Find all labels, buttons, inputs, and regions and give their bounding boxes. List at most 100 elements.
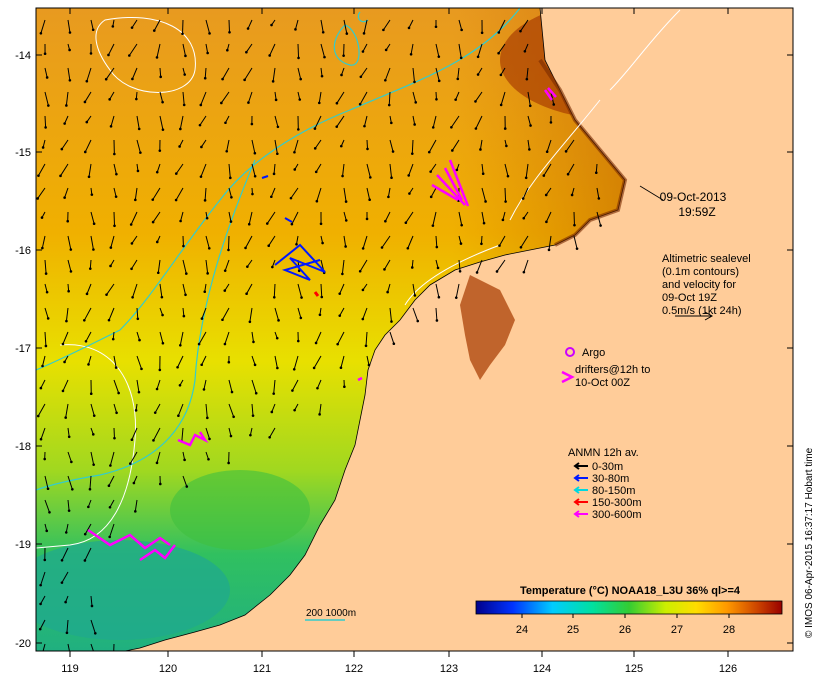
current-arrow-head (83, 319, 86, 322)
current-arrow (475, 115, 483, 129)
current-arrow-head (454, 98, 457, 101)
anmn-legend-arrowhead (573, 486, 580, 494)
current-arrow-head (111, 25, 115, 28)
current-arrow-head (505, 144, 508, 148)
current-arrow (500, 91, 506, 106)
current-arrow (136, 139, 141, 153)
current-arrow (44, 67, 48, 78)
current-arrow-head (408, 192, 411, 195)
current-arrow (458, 211, 463, 226)
current-arrow (44, 115, 47, 128)
current-arrow-head (45, 290, 49, 294)
current-arrow-head (435, 319, 439, 322)
current-arrow (159, 91, 164, 103)
current-arrow-head (153, 411, 157, 414)
current-arrow-head (387, 103, 391, 107)
current-arrow-head (384, 78, 387, 82)
current-arrow (412, 115, 416, 125)
current-arrow-head (37, 174, 40, 177)
current-arrow (84, 523, 92, 535)
current-arrow (567, 163, 575, 175)
current-arrow (245, 43, 253, 53)
current-arrow-head (270, 195, 273, 199)
current-arrow (520, 19, 529, 32)
current-arrow (131, 19, 138, 28)
current-arrow-head (253, 363, 257, 367)
current-arrow-head (161, 313, 164, 317)
current-arrow (90, 235, 94, 250)
current-arrow (290, 187, 299, 199)
current-arrow (200, 91, 207, 106)
current-arrow-head (336, 342, 339, 346)
current-arrow (522, 187, 529, 199)
current-arrow (481, 187, 487, 202)
current-arrow-head (359, 75, 363, 79)
current-arrow-head (392, 342, 396, 346)
current-arrow-head (131, 295, 134, 299)
current-arrow-head (545, 220, 548, 224)
current-arrow (182, 475, 188, 487)
current-arrow-head (299, 77, 302, 81)
current-arrow-head (226, 48, 229, 52)
current-arrow (412, 91, 417, 103)
current-arrow (177, 403, 184, 416)
current-arrow (110, 235, 115, 248)
isobath-label: 200 1000m (306, 608, 356, 619)
scale-arrow-head (704, 311, 714, 321)
current-arrow (248, 211, 253, 225)
current-arrow-head (178, 145, 181, 148)
current-arrow (320, 67, 323, 77)
current-arrow-head (522, 216, 526, 220)
current-arrow (249, 307, 253, 322)
current-arrow-head (109, 125, 113, 128)
current-arrow-head (89, 52, 93, 55)
current-arrow (480, 235, 483, 244)
current-arrow (268, 235, 276, 246)
current-arrow-head (503, 127, 507, 130)
latitude-ticks: -14 -15 -16 -17 -18 -19 -20 (15, 50, 793, 650)
current-arrow-head (320, 74, 324, 78)
current-arrow (182, 259, 187, 274)
current-arrow-head (160, 295, 164, 299)
current-arrow (108, 43, 115, 56)
current-arrow (199, 115, 207, 126)
current-arrow-head (495, 270, 499, 273)
current-arrow-head (274, 98, 278, 102)
current-arrow-head (87, 505, 90, 509)
current-arrow-head (246, 265, 249, 268)
lat-tick-label: -14 (15, 50, 31, 62)
current-arrow-head (545, 150, 549, 154)
current-arrow-head (293, 168, 297, 171)
current-arrow (269, 43, 276, 56)
current-arrow-head (363, 124, 366, 128)
current-arrow-head (365, 217, 369, 221)
current-arrow (316, 187, 322, 202)
current-arrow (205, 43, 209, 54)
current-arrow-head (41, 364, 44, 368)
current-arrow (113, 403, 118, 413)
current-arrow-head (200, 363, 203, 367)
current-arrow-head (251, 414, 255, 417)
current-arrow (366, 355, 370, 366)
colorbar-tick-label: 26 (619, 624, 631, 636)
current-arrow-head (271, 265, 274, 269)
current-arrow-head (197, 342, 201, 346)
current-arrow-head (497, 31, 501, 34)
current-arrow-head (245, 292, 248, 296)
current-arrow (273, 163, 276, 174)
current-arrow (251, 163, 256, 177)
current-arrow-head (129, 462, 132, 465)
current-arrow (201, 355, 207, 365)
current-arrow (435, 283, 440, 298)
kimberley-gulf (460, 275, 515, 380)
current-arrow (205, 403, 208, 418)
current-arrow-head (454, 296, 458, 299)
current-arrow (227, 235, 230, 250)
current-arrow (498, 19, 506, 33)
current-arrow-head (140, 367, 143, 371)
current-arrow (274, 115, 279, 127)
current-arrow-head (208, 32, 211, 35)
current-arrow (266, 211, 276, 224)
current-arrow (136, 307, 139, 319)
current-arrow (388, 91, 391, 106)
